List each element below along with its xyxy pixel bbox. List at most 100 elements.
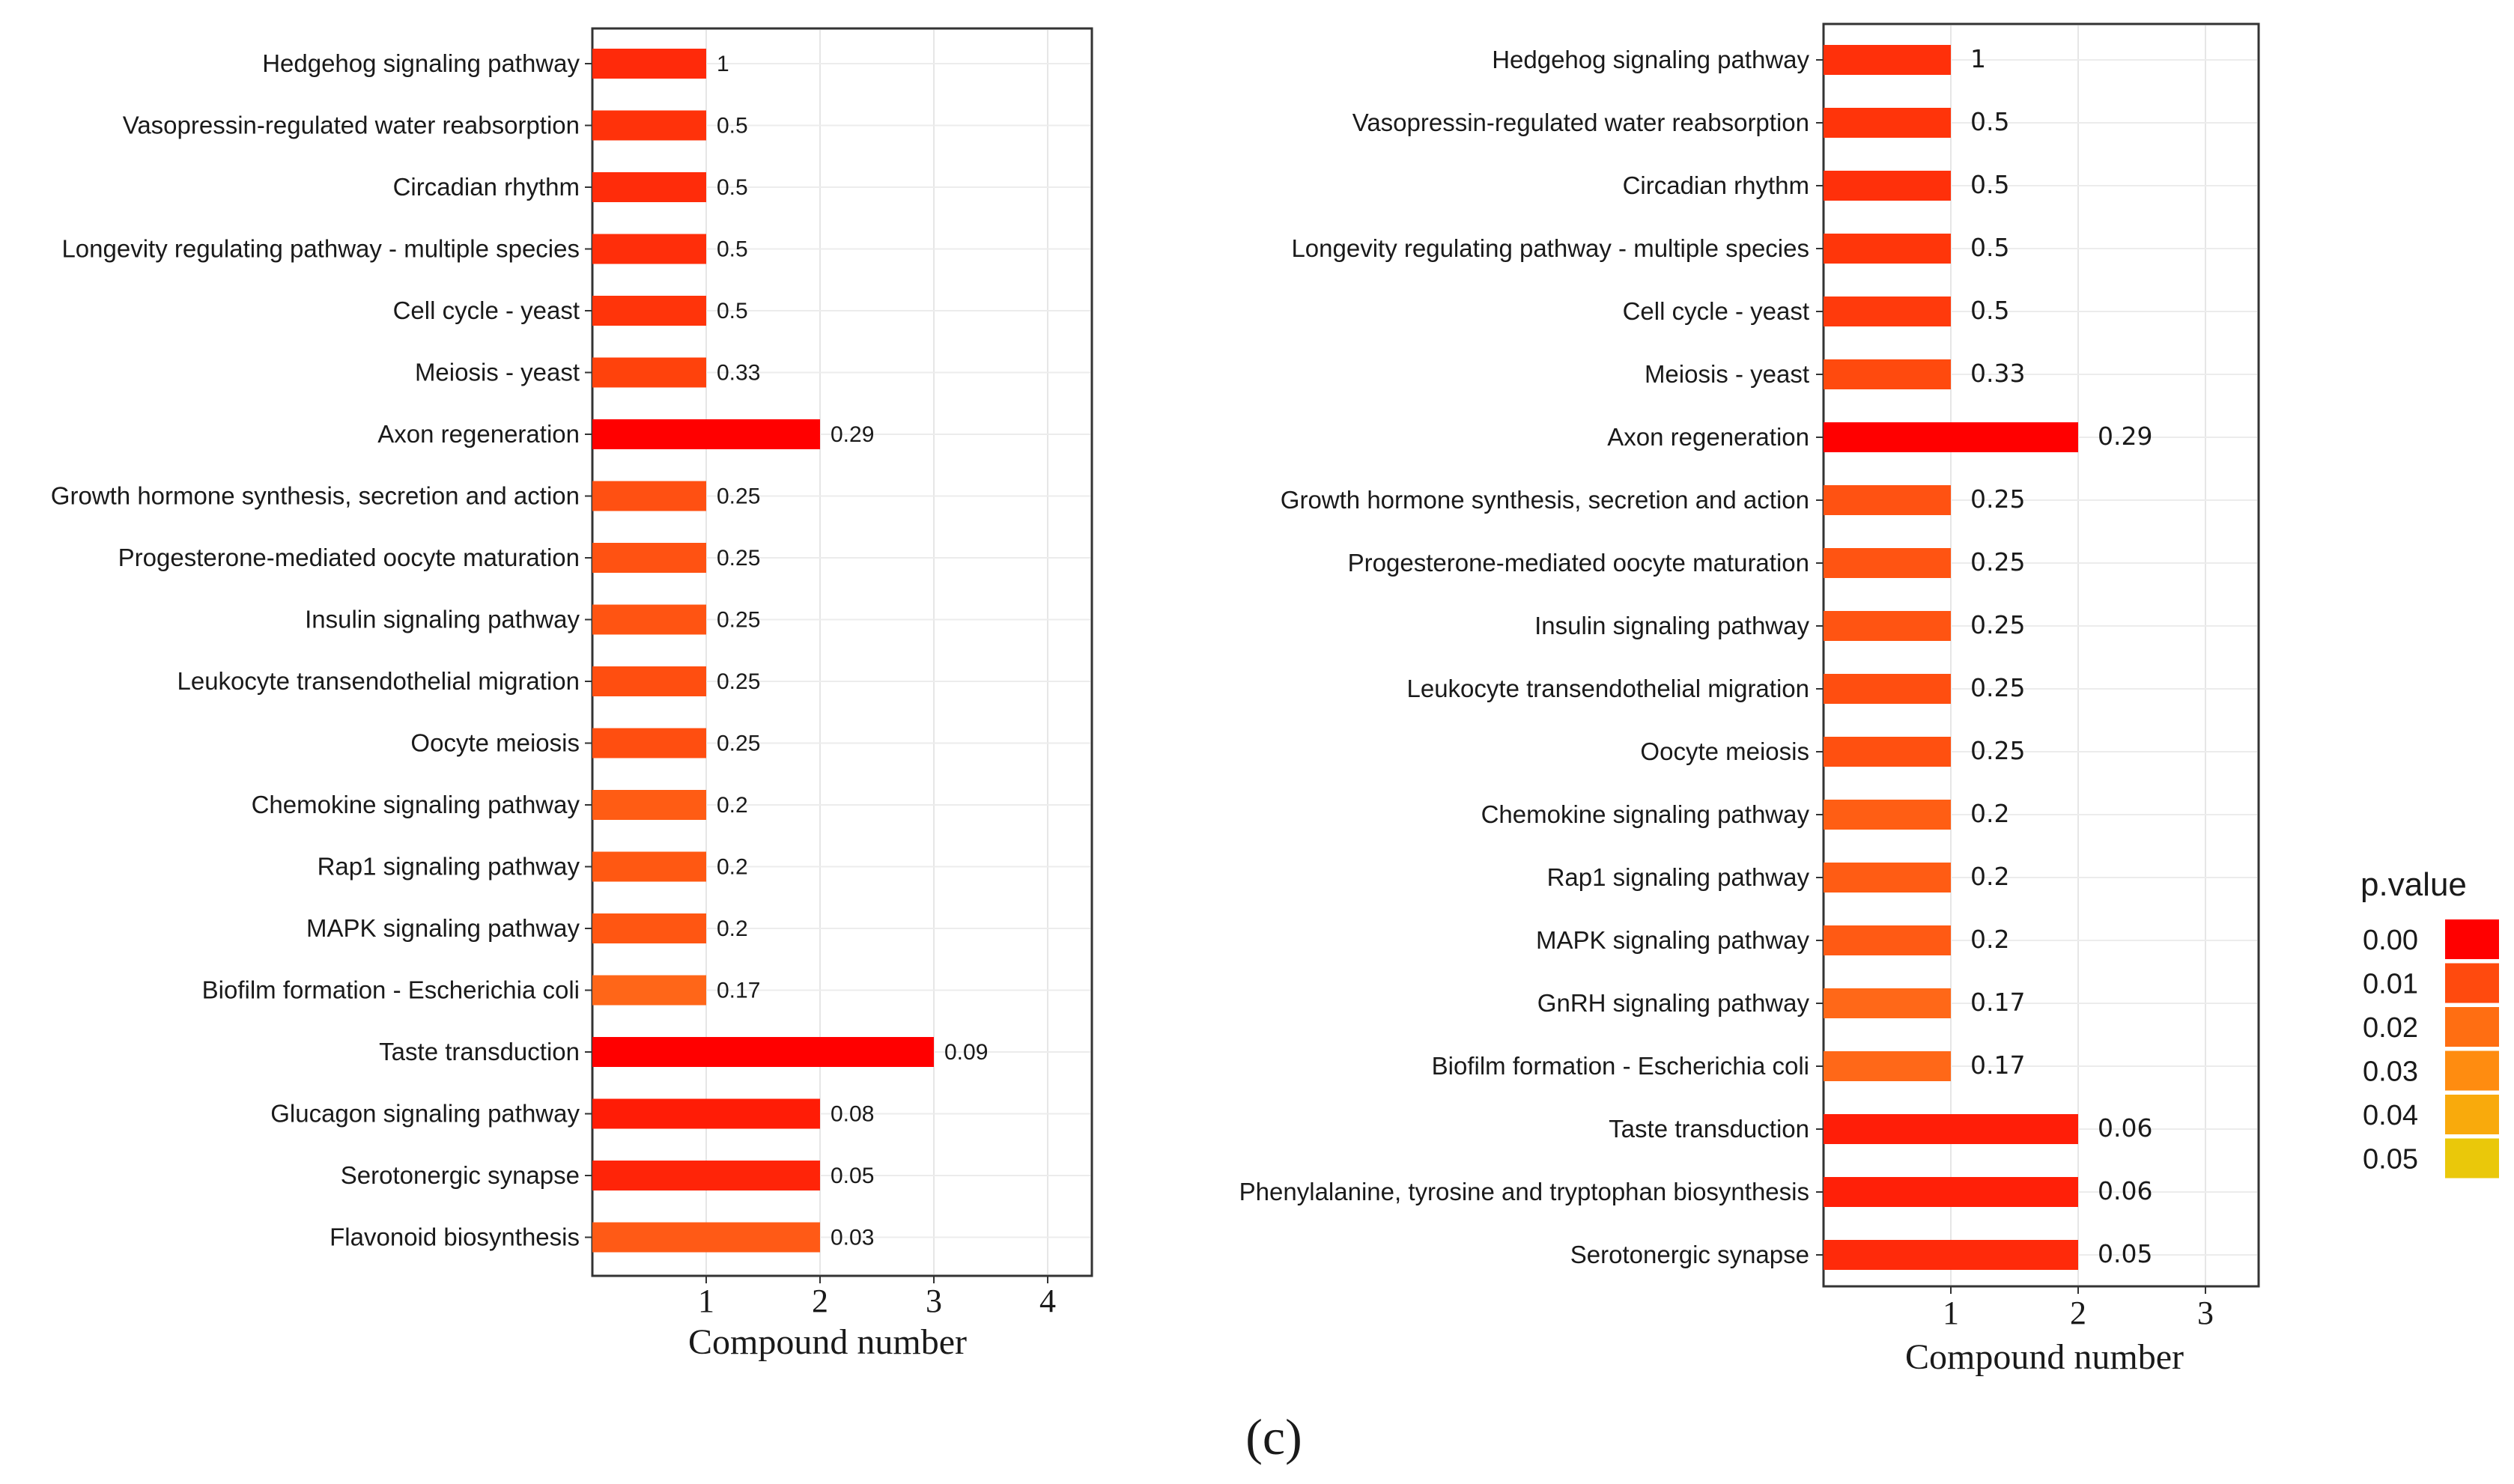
bar xyxy=(592,296,706,326)
category-label: Rap1 signaling pathway xyxy=(1547,863,1810,891)
category-label: Taste transduction xyxy=(1609,1115,1809,1143)
x-tick-label: 3 xyxy=(926,1283,942,1319)
bar xyxy=(1824,925,1951,955)
bar xyxy=(1824,234,1951,264)
bar-value-label: 0.5 xyxy=(1970,170,2009,199)
bar xyxy=(592,543,706,573)
bar-value-label: 0.25 xyxy=(717,546,760,571)
category-label: Cell cycle - yeast xyxy=(393,297,580,324)
bar-value-label: 0.25 xyxy=(717,732,760,756)
bar xyxy=(1824,485,1951,515)
bar-value-label: 0.17 xyxy=(1970,988,2025,1017)
bar-value-label: 0.5 xyxy=(717,175,748,200)
legend-swatch xyxy=(2445,1138,2499,1179)
bar-value-label: 0.25 xyxy=(1970,736,2025,765)
legend-label: 0.01 xyxy=(2363,969,2418,1000)
category-label: Flavonoid biosynthesis xyxy=(330,1223,580,1251)
legend-title: p.value xyxy=(2360,866,2467,903)
category-label: Circadian rhythm xyxy=(393,173,580,201)
bar xyxy=(592,1098,820,1129)
plot-panel xyxy=(591,27,1093,1277)
bar-value-label: 0.17 xyxy=(1970,1050,2025,1080)
bar xyxy=(592,419,820,449)
bar-value-label: 0.05 xyxy=(2098,1239,2152,1268)
bar xyxy=(1824,988,1951,1018)
bar xyxy=(1824,674,1951,704)
category-label: Rap1 signaling pathway xyxy=(318,853,580,881)
bar-value-label: 0.2 xyxy=(1970,862,2009,891)
bar-value-label: 1 xyxy=(717,52,729,76)
bar xyxy=(592,913,706,943)
bar-value-label: 0.33 xyxy=(717,361,760,386)
bar-value-label: 0.2 xyxy=(717,855,748,880)
legend-swatch xyxy=(2445,919,2499,959)
category-label: Axon regeneration xyxy=(1607,423,1809,451)
bar-value-label: 0.06 xyxy=(2098,1176,2152,1205)
category-label: Longevity regulating pathway - multiple … xyxy=(1291,234,1809,262)
bar xyxy=(1824,863,1951,892)
bar xyxy=(592,172,706,202)
category-label: Chemokine signaling pathway xyxy=(252,791,580,818)
x-tick-label: 1 xyxy=(1943,1295,1959,1331)
bar xyxy=(592,49,706,79)
category-label: Biofilm formation - Escherichia coli xyxy=(1432,1052,1809,1080)
bar xyxy=(1824,1051,1951,1081)
bar xyxy=(1824,548,1951,578)
bar-value-label: 0.25 xyxy=(1970,484,2025,514)
category-label: Biofilm formation - Escherichia coli xyxy=(202,976,580,1004)
bar-value-label: 0.05 xyxy=(831,1164,874,1188)
category-label: Cell cycle - yeast xyxy=(1623,297,1809,325)
bar-value-label: 0.2 xyxy=(1970,799,2009,828)
category-label: MAPK signaling pathway xyxy=(1536,926,1810,954)
bar-value-label: 0.25 xyxy=(717,484,760,509)
category-label: Taste transduction xyxy=(379,1038,580,1065)
x-tick-label: 4 xyxy=(1039,1283,1056,1319)
legend-swatch xyxy=(2445,1007,2499,1047)
x-tick-label: 3 xyxy=(2197,1295,2214,1331)
bar xyxy=(592,790,706,820)
bar xyxy=(1824,422,2078,452)
category-label: GnRH signaling pathway xyxy=(1537,989,1810,1017)
bar-value-label: 0.5 xyxy=(1970,107,2009,136)
category-label: Hedgehog signaling pathway xyxy=(262,49,580,77)
category-label: Serotonergic synapse xyxy=(1570,1241,1809,1268)
x-tick-label: 2 xyxy=(2070,1295,2086,1331)
category-label: Oocyte meiosis xyxy=(410,729,580,757)
bar xyxy=(1824,171,1951,201)
bar xyxy=(592,604,706,635)
category-label: MAPK signaling pathway xyxy=(306,914,580,942)
category-label: Insulin signaling pathway xyxy=(305,606,580,633)
category-label: Glucagon signaling pathway xyxy=(270,1100,580,1128)
x-axis-title: Compound number xyxy=(1905,1337,2184,1377)
bar xyxy=(1824,297,1951,326)
chart-left: 1 2 3 4 Hedgehog signaling pathway 1 Vasopress… xyxy=(51,27,1093,1362)
bar xyxy=(592,666,706,696)
bar xyxy=(592,481,706,511)
bar-value-label: 0.5 xyxy=(1970,296,2009,325)
bar-value-label: 0.25 xyxy=(1970,610,2025,639)
bar xyxy=(1824,1240,2078,1270)
bar xyxy=(592,851,706,882)
x-tick-label: 2 xyxy=(812,1283,828,1319)
bar xyxy=(1824,611,1951,641)
bar xyxy=(592,110,706,141)
bar-value-label: 0.03 xyxy=(831,1226,874,1250)
category-label: Chemokine signaling pathway xyxy=(1481,800,1810,828)
legend-label: 0.03 xyxy=(2363,1056,2418,1088)
bar-value-label: 0.33 xyxy=(1970,359,2025,388)
bar-value-label: 0.5 xyxy=(1970,233,2009,262)
category-label: Leukocyte transendothelial migration xyxy=(177,667,580,695)
bar-value-label: 0.25 xyxy=(717,669,760,694)
category-label: Insulin signaling pathway xyxy=(1534,612,1809,639)
bar-value-label: 0.5 xyxy=(717,114,748,139)
x-tick-label: 1 xyxy=(698,1283,714,1319)
legend-label: 0.02 xyxy=(2363,1012,2418,1044)
bar xyxy=(1824,359,1951,389)
category-label: Oocyte meiosis xyxy=(1640,738,1809,765)
bar xyxy=(1824,1114,2078,1144)
bar xyxy=(1824,800,1951,830)
bar-value-label: 0.2 xyxy=(717,793,748,818)
category-label: Meiosis - yeast xyxy=(1645,360,1809,388)
legend-label: 0.05 xyxy=(2363,1144,2418,1176)
